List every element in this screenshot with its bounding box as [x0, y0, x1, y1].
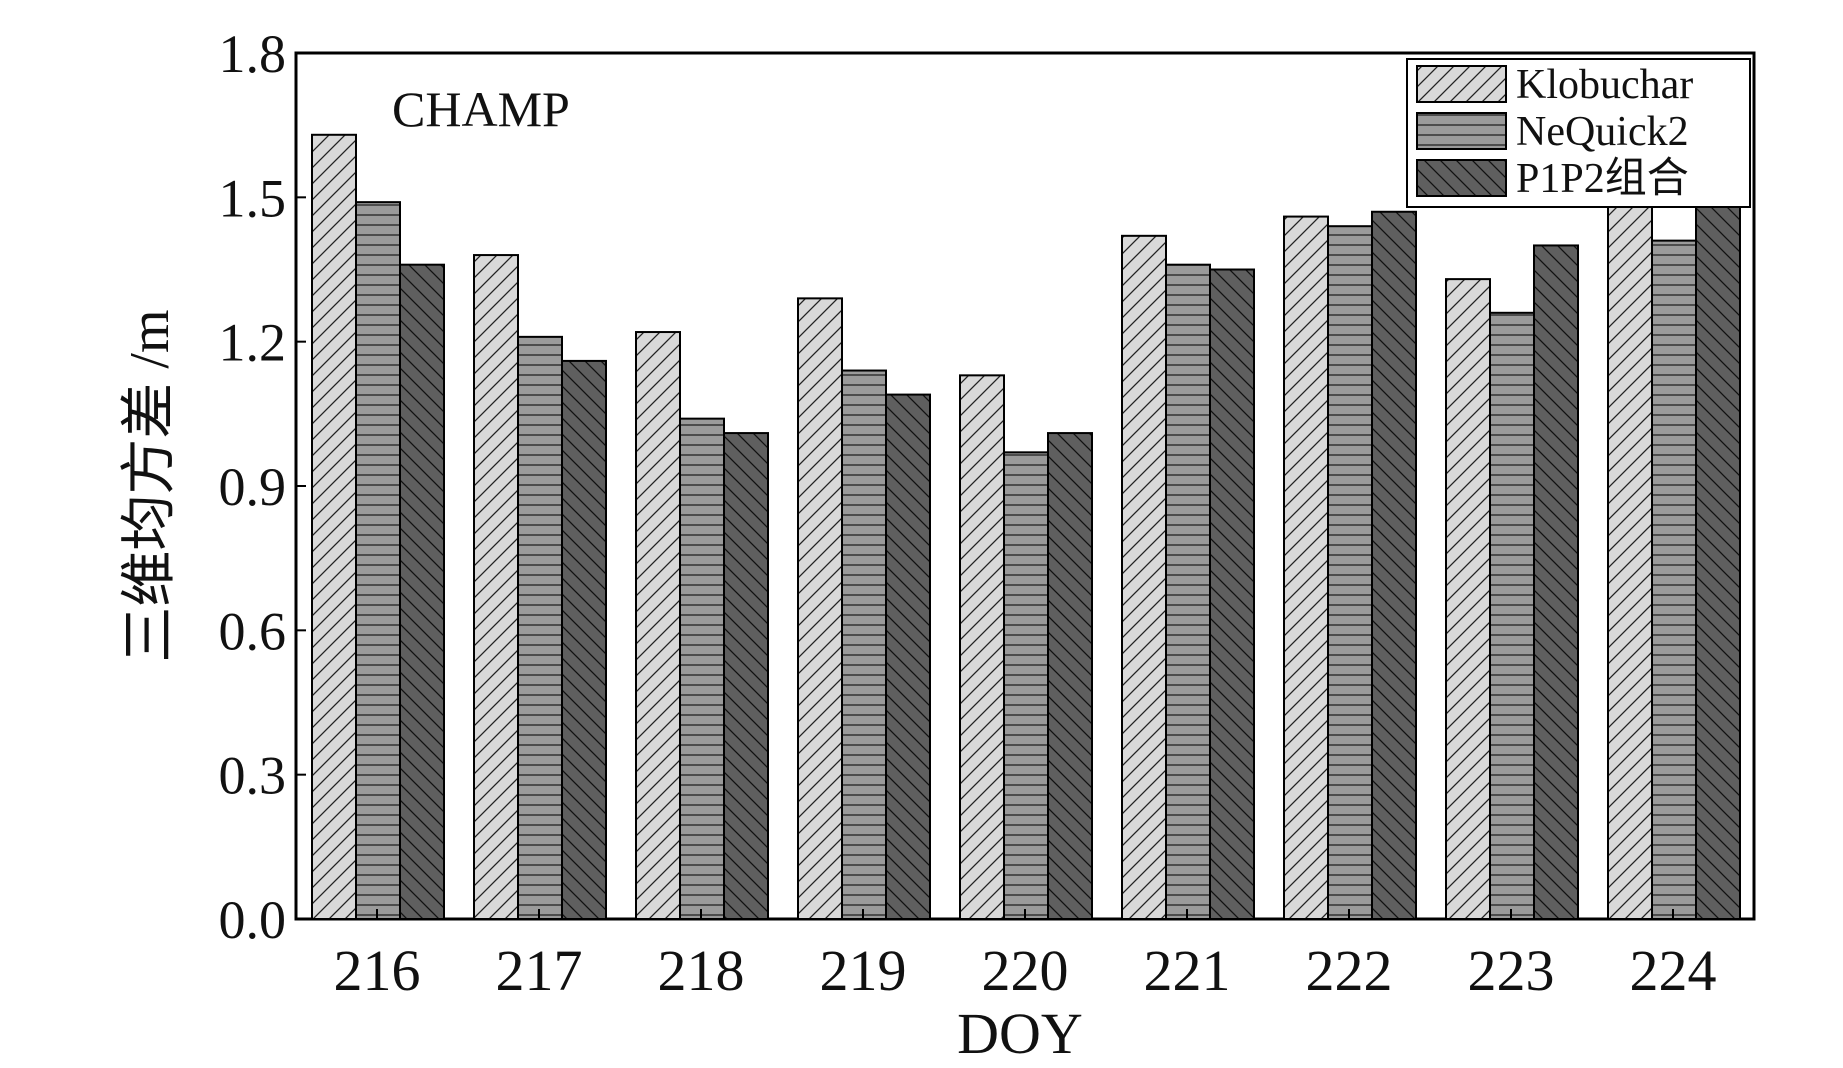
legend-label-nequick2: NeQuick2 — [1516, 109, 1689, 155]
bars-layer — [311, 133, 1741, 921]
x-tick-label: 219 — [820, 938, 907, 1003]
y-tick-label: 0.0 — [219, 890, 287, 950]
bar-klobuchar-218 — [635, 331, 681, 920]
bar-p1p2--224 — [1695, 196, 1741, 921]
bar-klobuchar-223 — [1445, 278, 1491, 921]
bar-klobuchar-220 — [959, 374, 1005, 921]
legend-label-klobuchar: Klobuchar — [1516, 62, 1693, 108]
x-tick-label: 220 — [982, 938, 1069, 1003]
bar-p1p2--218 — [723, 432, 769, 920]
y-tick-label: 1.2 — [219, 313, 287, 373]
bar-p1p2--221 — [1209, 268, 1255, 920]
x-tick-label: 223 — [1468, 938, 1555, 1003]
y-tick-label: 1.8 — [219, 24, 287, 84]
x-tick-label: 224 — [1630, 938, 1717, 1003]
bar-p1p2--217 — [561, 359, 607, 920]
legend-swatch-p1p2 — [1416, 159, 1507, 197]
bar-klobuchar-224 — [1607, 196, 1653, 921]
legend: Klobuchar NeQuick2 P1P2组合 — [1406, 58, 1751, 208]
legend-label-p1p2: P1P2组合 — [1516, 156, 1689, 202]
x-tick-label: 222 — [1306, 938, 1393, 1003]
bar-nequick2-217 — [517, 335, 563, 921]
y-tick-label: 1.5 — [219, 168, 287, 228]
y-tick-label: 0.9 — [219, 457, 287, 517]
bar-p1p2--223 — [1533, 244, 1579, 920]
x-axis-label: DOY — [957, 1001, 1083, 1063]
x-axis-ticks: 216 217 218 219 220 221 222 223 224 — [334, 909, 1717, 1003]
bar-nequick2-218 — [679, 417, 725, 920]
y-tick-label: 0.3 — [219, 746, 287, 806]
bar-klobuchar-219 — [797, 297, 843, 921]
x-tick-label: 218 — [658, 938, 745, 1003]
bar-klobuchar-221 — [1121, 234, 1167, 921]
bar-nequick2-219 — [841, 369, 887, 920]
bar-p1p2--220 — [1047, 432, 1093, 920]
bar-klobuchar-216 — [311, 133, 357, 921]
bar-nequick2-222 — [1327, 225, 1373, 920]
chart-annotation: CHAMP — [392, 81, 570, 137]
bar-nequick2-220 — [1003, 451, 1049, 920]
bar-nequick2-221 — [1165, 263, 1211, 920]
bar-nequick2-224 — [1651, 239, 1697, 920]
legend-swatch-klobuchar — [1416, 65, 1507, 103]
bar-klobuchar-222 — [1283, 215, 1329, 921]
bar-p1p2--219 — [885, 393, 931, 921]
bar-nequick2-216 — [355, 201, 401, 920]
x-tick-label: 217 — [496, 938, 583, 1003]
y-axis-ticks: 0.0 0.3 0.6 0.9 1.2 1.5 1.8 — [219, 24, 306, 950]
bar-p1p2--216 — [399, 263, 445, 920]
x-tick-label: 216 — [334, 938, 421, 1003]
bar-nequick2-223 — [1489, 311, 1535, 920]
y-tick-label: 0.6 — [219, 601, 287, 661]
x-tick-label: 221 — [1144, 938, 1231, 1003]
bar-klobuchar-217 — [473, 254, 519, 921]
legend-swatch-nequick2 — [1416, 112, 1507, 150]
bar-p1p2--222 — [1371, 210, 1417, 920]
y-axis-label: 三维均方差 /m — [119, 309, 181, 662]
